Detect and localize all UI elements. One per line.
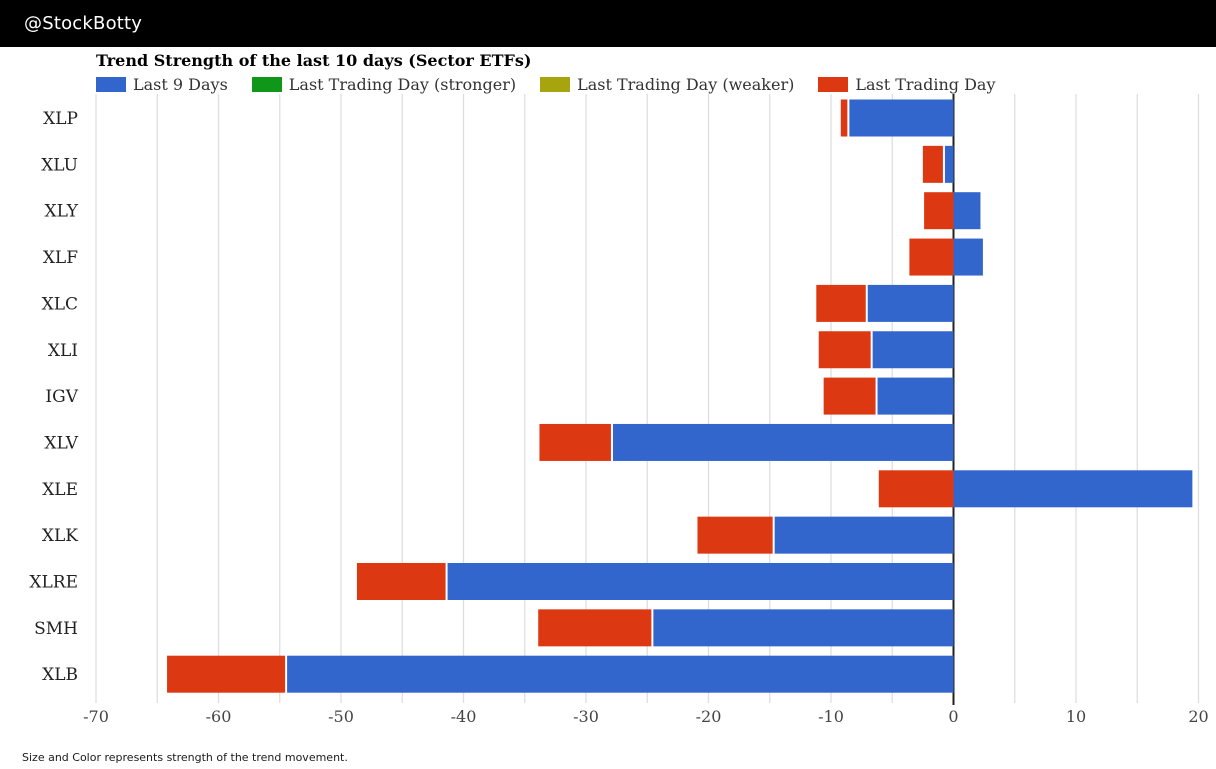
- bar-XLV-lastday: [539, 423, 611, 461]
- bar-XLC-lastday: [816, 284, 866, 322]
- legend-label-stronger: Last Trading Day (stronger): [288, 75, 517, 94]
- chart-title: Trend Strength of the last 10 days (Sect…: [96, 51, 532, 70]
- legend-swatch-stronger: [251, 77, 282, 92]
- bar-IGV-last9: [877, 377, 954, 415]
- bar-XLRE-lastday: [356, 563, 446, 600]
- y-label-XLB: XLB: [42, 665, 78, 685]
- bar-SMH-last9: [653, 609, 954, 647]
- legend-label-weaker: Last Trading Day (weaker): [577, 75, 795, 94]
- legend-label-last9: Last 9 Days: [133, 75, 228, 94]
- y-label-XLV: XLV: [44, 433, 78, 453]
- bar-XLF-last9: [953, 238, 983, 276]
- bar-XLC-last9: [867, 284, 954, 322]
- x-tick-label--30: -30: [573, 707, 599, 726]
- x-tick-label--40: -40: [451, 707, 477, 726]
- account-handle: @StockBotty: [24, 13, 143, 34]
- bar-XLI-last9: [872, 331, 954, 369]
- y-label-XLP: XLP: [43, 109, 78, 129]
- bar-XLY-last9: [953, 192, 981, 230]
- bar-XLE-lastday: [878, 470, 954, 508]
- chart-footnote: Size and Color represents strength of th…: [22, 751, 348, 764]
- legend-item-weaker: Last Trading Day (weaker): [540, 75, 794, 94]
- legend-swatch-lastday: [818, 77, 849, 92]
- y-label-XLF: XLF: [43, 248, 78, 268]
- bar-XLB-last9: [287, 655, 954, 693]
- x-tick-label--50: -50: [328, 707, 354, 726]
- bar-XLP-last9: [849, 99, 954, 137]
- x-tick-label--70: -70: [83, 707, 109, 726]
- bar-chart: XLP XLU XLY XLF XLC XLI IGV XLV XLE XLK XLRE SMH XLB…: [29, 94, 1209, 726]
- legend-swatch-weaker: [540, 77, 571, 92]
- bar-XLU-last9: [944, 145, 954, 183]
- bar-XLI-lastday: [818, 331, 871, 369]
- chart-legend: Last 9 Days Last Trading Day (stronger) La…: [96, 75, 995, 94]
- legend-item-last9: Last 9 Days: [96, 75, 228, 94]
- y-label-XLY: XLY: [44, 202, 78, 222]
- y-label-XLE: XLE: [42, 480, 78, 500]
- x-tick-label-0: 0: [948, 707, 958, 726]
- x-tick-label--60: -60: [206, 707, 232, 726]
- bar-XLY-lastday: [924, 192, 954, 230]
- bar-XLU-lastday: [922, 145, 943, 183]
- y-label-XLC: XLC: [42, 294, 78, 314]
- header-bar: @StockBotty: [0, 0, 1216, 47]
- y-label-SMH: SMH: [34, 619, 78, 639]
- legend-item-stronger: Last Trading Day (stronger): [251, 75, 517, 94]
- legend-swatch-last9: [96, 77, 126, 92]
- x-tick-label-10: 10: [1066, 707, 1086, 726]
- bar-XLV-last9: [612, 423, 954, 461]
- bar-IGV-lastday: [823, 377, 876, 415]
- y-label-XLK: XLK: [42, 526, 78, 546]
- bar-XLP-lastday: [840, 99, 848, 137]
- x-tick-label-20: 20: [1188, 707, 1208, 726]
- legend-item-lastday: Last Trading Day: [818, 75, 995, 94]
- x-tick-label--10: -10: [818, 707, 844, 726]
- legend-label-lastday: Last Trading Day: [855, 75, 996, 94]
- bar-XLRE-last9: [447, 563, 954, 600]
- bar-SMH-lastday: [538, 609, 652, 647]
- y-label-XLU: XLU: [41, 155, 78, 175]
- x-tick-label--20: -20: [696, 707, 722, 726]
- y-label-XLI: XLI: [48, 341, 78, 361]
- bar-XLB-lastday: [167, 655, 286, 693]
- bar-XLK-last9: [774, 516, 954, 554]
- y-label-IGV: IGV: [45, 387, 78, 407]
- y-label-XLRE: XLRE: [29, 573, 78, 593]
- bar-XLF-lastday: [909, 238, 954, 276]
- bar-XLK-lastday: [697, 516, 773, 554]
- bar-XLE-last9: [953, 470, 1193, 508]
